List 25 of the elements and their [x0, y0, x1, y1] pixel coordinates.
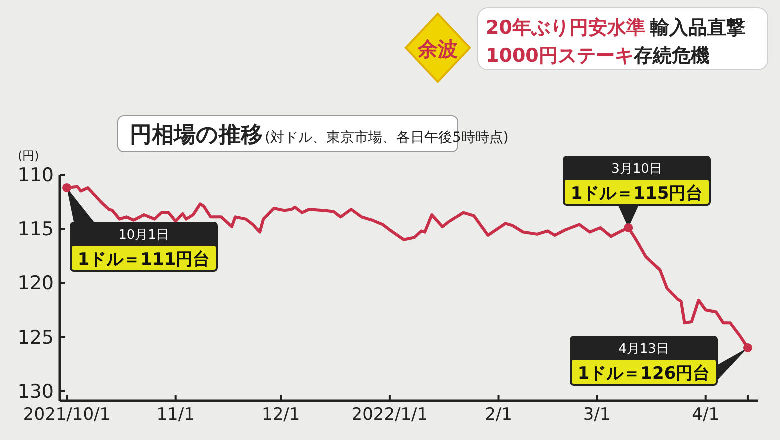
x-tick-label: 2/1 [485, 405, 512, 425]
y-tick-label: 115 [18, 218, 54, 241]
x-tick-label: 11/1 [156, 405, 195, 425]
annotation: 10月1日 1ドル＝111円台 [78, 228, 210, 270]
y-tick-label: 110 [18, 164, 54, 187]
x-tick-label: 3/1 [583, 405, 611, 425]
point [624, 223, 634, 232]
chart-title: 円相場の推移 [130, 123, 263, 148]
point [743, 343, 752, 352]
x-tick-label: 2021/10/1 [23, 405, 111, 425]
x-tick-label: 2022/1/1 [352, 405, 428, 425]
chart-subtitle: (対ドル、東京市場、各日午後5時時点) [265, 130, 509, 146]
x-tick-label: 4/1 [692, 405, 720, 425]
y-tick-label: 120 [18, 272, 54, 295]
y-tick-label: 130 [18, 380, 54, 403]
text: 20年ぶり円安水準 [486, 17, 646, 39]
x-tick-label: 12/1 [262, 405, 300, 425]
y-tick-label: 125 [18, 326, 54, 349]
text: 輸入品直撃 [649, 17, 746, 39]
y-axis-title: (円) [18, 149, 40, 163]
point [62, 183, 72, 192]
annotation: 3月10日 1ドル＝115円台 [570, 162, 704, 204]
text: 余波 [417, 37, 458, 61]
annotation: 4月13日 1ドル＝126円台 [578, 342, 710, 384]
text: 存続危機 [632, 45, 710, 67]
